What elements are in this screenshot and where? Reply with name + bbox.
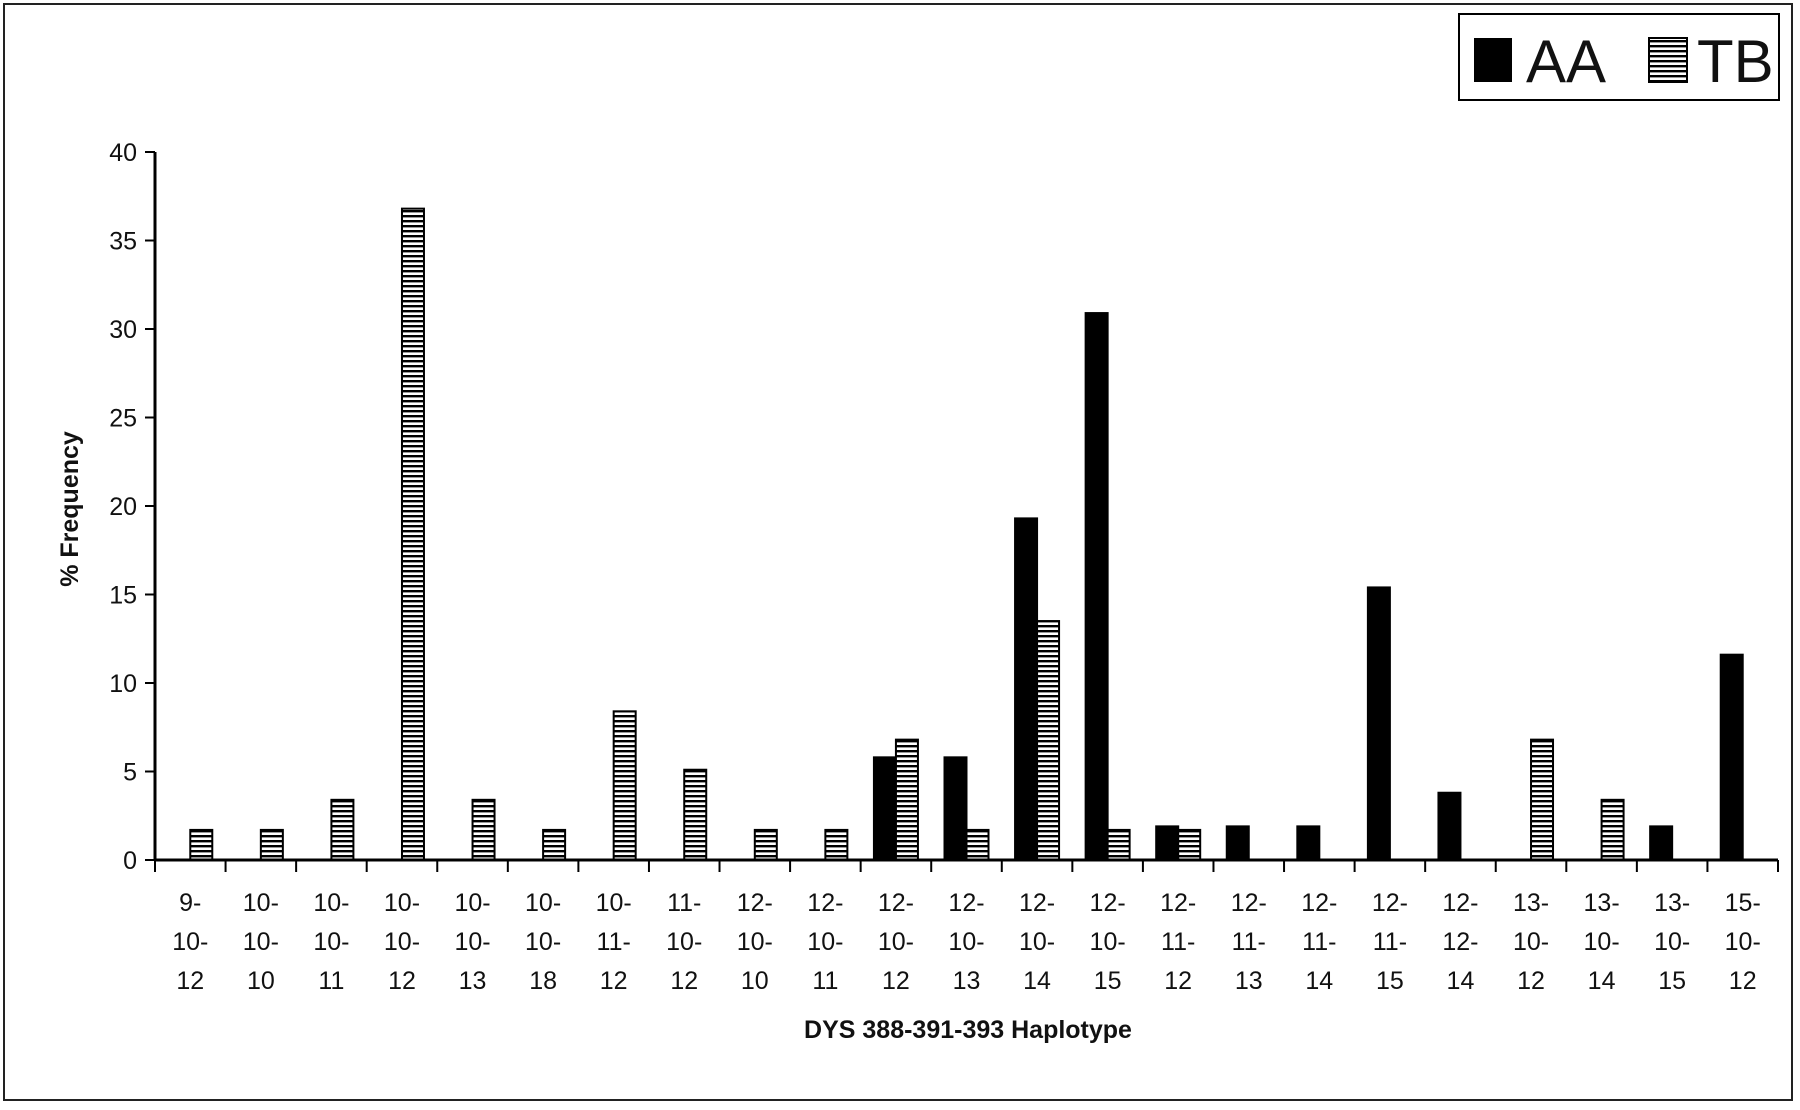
bar-aa [1366, 586, 1391, 861]
bar-aa [1649, 825, 1674, 861]
x-tick-label: 13-10-14 [1584, 889, 1620, 995]
x-tick-label: 10-10-11 [313, 889, 349, 995]
y-tick-label: 5 [123, 759, 137, 787]
x-tick-label: 12-11-15 [1372, 889, 1408, 995]
bar-aa [1296, 825, 1321, 861]
y-axis-title: % Frequency [56, 431, 84, 587]
x-tick-label: 9-10-12 [172, 889, 208, 995]
bar-tb [1177, 828, 1202, 861]
bar-aa [872, 756, 897, 862]
x-tick-label: 12-11-12 [1160, 889, 1196, 995]
bar-tb [824, 828, 849, 861]
legend-label-aa: AA [1526, 28, 1606, 95]
y-tick-label: 30 [109, 316, 137, 344]
bar-aa [1719, 653, 1744, 861]
x-tick-label: 13-10-15 [1654, 889, 1690, 995]
bar-tb [965, 828, 990, 861]
y-tick-label: 20 [109, 493, 137, 521]
x-tick-label: 10-10-18 [525, 889, 561, 995]
x-tick-label: 12-10-11 [807, 889, 843, 995]
legend: AA TB [1458, 13, 1780, 101]
axis-lines [153, 152, 1778, 862]
legend-swatch-tb [1648, 37, 1688, 83]
bar-tb [330, 798, 355, 862]
y-tick-label: 40 [109, 139, 137, 167]
x-tick-label: 12-10-15 [1090, 889, 1126, 995]
legend-box [1458, 13, 1780, 101]
figure-frame [3, 3, 1793, 1101]
bar-tb [894, 738, 919, 862]
x-tick-label: 12-10-14 [1019, 889, 1055, 995]
bar-tb [400, 207, 425, 861]
bar-tb [1106, 828, 1131, 861]
y-tick-label: 25 [109, 405, 137, 433]
bars [189, 207, 1744, 862]
x-axis: 9-10-12 10-10-10 10-10-11 10-10-12 10-10-13 1… [154, 860, 1779, 995]
bar-aa [943, 756, 968, 862]
bar-tb [471, 798, 496, 862]
bar-tb [1600, 798, 1625, 862]
x-tick-label: 10-10-13 [454, 889, 490, 995]
x-tick-label: 10-10-10 [243, 889, 279, 995]
x-tick-label: 12-10-13 [948, 889, 984, 995]
x-tick-label: 10-10-12 [384, 889, 420, 995]
y-axis: 0 5 10 15 20 25 30 35 40 [109, 139, 155, 875]
y-tick-label: 0 [123, 847, 137, 875]
x-tick-label: 15-10-12 [1725, 889, 1761, 995]
y-tick-label: 10 [109, 670, 137, 698]
bar-tb [612, 710, 637, 861]
bar-tb [753, 828, 778, 861]
x-axis-title: DYS 388-391-393 Haplotype [804, 1016, 1132, 1044]
bar-aa [1437, 791, 1462, 861]
bar-tb [259, 828, 284, 861]
legend-swatch-aa [1474, 38, 1512, 82]
bar-tb [683, 768, 708, 861]
bar-aa [1084, 312, 1109, 861]
x-tick-label: 12-11-13 [1231, 889, 1267, 995]
x-tick-label: 12-12-14 [1442, 889, 1478, 995]
bar-aa [1014, 517, 1039, 861]
bar-aa [1225, 825, 1250, 861]
x-tick-label: 10-11-12 [596, 889, 632, 995]
bar-tb [189, 828, 214, 861]
y-tick-label: 15 [109, 582, 137, 610]
x-tick-label: 12-11-14 [1301, 889, 1337, 995]
bar-tb [542, 828, 567, 861]
x-tick-label: 12-10-10 [737, 889, 773, 995]
legend-label-tb: TB [1697, 28, 1774, 95]
bar-aa [1155, 825, 1180, 861]
y-tick-label: 35 [109, 228, 137, 256]
bar-tb [1530, 738, 1555, 862]
bar-tb [1036, 620, 1061, 861]
x-tick-label: 13-10-12 [1513, 889, 1549, 995]
x-tick-label: 12-10-12 [878, 889, 914, 995]
x-tick-label: 11-10-12 [666, 889, 702, 995]
